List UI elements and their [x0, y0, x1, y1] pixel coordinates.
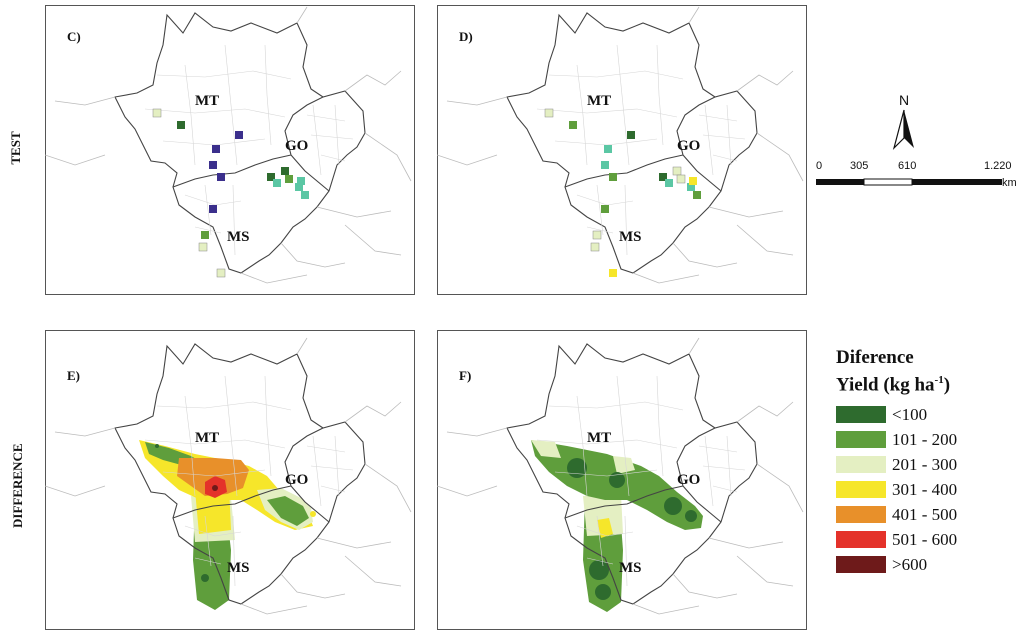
state-label-ms: MS: [227, 229, 250, 245]
scale-unit: km: [1002, 177, 1017, 189]
map-panel-f: F) MT GO MS: [437, 330, 807, 630]
row-label-test: TEST: [8, 131, 23, 165]
legend-swatch: [836, 506, 886, 524]
legend-item: <100: [836, 402, 1016, 427]
legend-item: 401 - 500: [836, 502, 1016, 527]
map-panel-e: E) MT GO MS: [45, 330, 415, 630]
legend-item: 501 - 600: [836, 527, 1016, 552]
state-label-mt: MT: [195, 93, 219, 109]
map-panel-c: C) MT GO MS: [45, 5, 415, 295]
legend-item: 201 - 300: [836, 452, 1016, 477]
legend-item: 301 - 400: [836, 477, 1016, 502]
state-label-mt-d: MT: [587, 93, 611, 109]
panel-letter-e: E): [67, 368, 80, 383]
interpolation-surface-f: [531, 440, 703, 612]
legend-swatch: [836, 556, 886, 574]
legend-label: 401 - 500: [892, 504, 958, 524]
legend-item: 101 - 200: [836, 427, 1016, 452]
legend-label: >600: [892, 554, 928, 574]
panel-letter-d: D): [459, 29, 473, 44]
state-label-go-e: GO: [285, 472, 308, 488]
station-points-c: [152, 108, 309, 278]
legend-title: Diference Yield (kg ha-1): [836, 346, 1016, 396]
interpolation-surface-e: [139, 440, 316, 610]
state-label-mt-e: MT: [195, 430, 219, 446]
scale-bar: 0 305 610 1.220 km: [812, 160, 1022, 200]
north-arrow-icon: [892, 109, 914, 150]
legend-label: 101 - 200: [892, 429, 958, 449]
north-arrow: N: [884, 92, 924, 157]
state-label-go: GO: [285, 138, 308, 154]
legend-swatch: [836, 431, 886, 449]
state-label-ms-e: MS: [227, 560, 250, 576]
station-points-d: [544, 108, 701, 277]
panel-letter-c: C): [67, 29, 81, 44]
state-label-ms-d: MS: [619, 229, 642, 245]
state-label-go-f: GO: [677, 472, 700, 488]
state-label-go-d: GO: [677, 138, 700, 154]
legend-swatch: [836, 531, 886, 549]
legend-item: >600: [836, 552, 1016, 577]
state-label-mt-f: MT: [587, 430, 611, 446]
row-label-difference: DIFFERENCE: [10, 443, 25, 528]
legend-label: 201 - 300: [892, 454, 958, 474]
legend-swatch: [836, 406, 886, 424]
legend-title-line2-post: ): [943, 374, 951, 396]
legend-swatch: [836, 481, 886, 499]
state-label-ms-f: MS: [619, 560, 642, 576]
legend-swatch: [836, 456, 886, 474]
legend-label: 301 - 400: [892, 479, 958, 499]
map-panel-d: D) MT GO MS: [437, 5, 807, 295]
north-arrow-letter: N: [898, 92, 910, 108]
legend-title-line1: Diference: [836, 347, 914, 368]
scale-tick-1: 305: [850, 160, 869, 172]
scale-tick-3: 1.220: [984, 160, 1012, 172]
legend-title-sup: -1: [934, 374, 944, 386]
panel-letter-f: F): [459, 368, 471, 383]
legend: Diference Yield (kg ha-1) <100 101 - 200 2…: [836, 346, 1016, 577]
legend-label: 501 - 600: [892, 529, 958, 549]
legend-label: <100: [892, 404, 928, 424]
scale-tick-2: 610: [898, 160, 917, 172]
legend-title-line2-pre: Yield (kg ha: [836, 374, 935, 396]
legend-items: <100 101 - 200 201 - 300 301 - 400 401 - 500…: [836, 402, 1016, 577]
scale-tick-0: 0: [816, 160, 823, 172]
legend-title-line2: Yield (kg ha-1): [836, 369, 1016, 396]
